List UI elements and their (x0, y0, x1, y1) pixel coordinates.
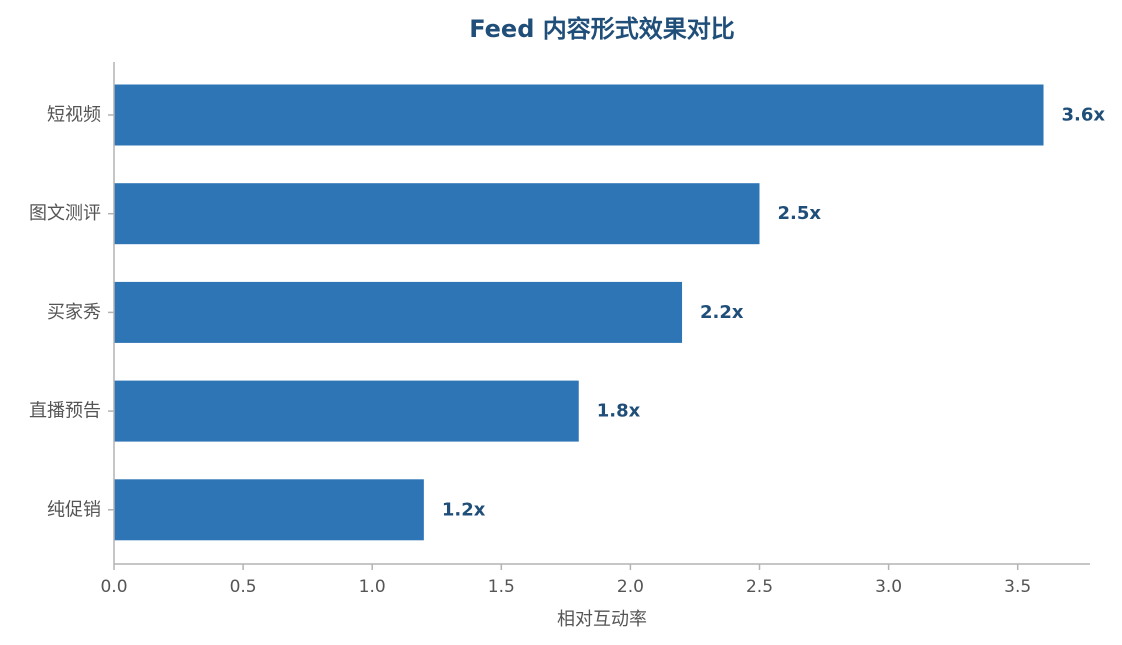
value-label: 1.8x (597, 401, 641, 422)
value-label: 1.2x (442, 499, 486, 520)
bar (114, 183, 760, 245)
category-label: 图文测评 (29, 203, 101, 224)
bars-group (114, 84, 1044, 541)
x-tick-label: 3.0 (875, 577, 902, 597)
x-tick-label: 1.5 (488, 577, 515, 597)
x-tick-label: 1.0 (359, 577, 386, 597)
x-axis-ticks: 0.0 0.5 1.0 1.5 2.0 2.5 3.0 3.5 (100, 564, 1031, 597)
category-label: 买家秀 (47, 302, 101, 323)
bar (114, 380, 579, 442)
value-label: 2.5x (778, 203, 822, 224)
category-label: 直播预告 (29, 401, 101, 422)
chart-title: Feed 内容形式效果对比 (469, 15, 735, 43)
x-tick-label: 2.0 (617, 577, 644, 597)
x-tick-label: 0.5 (230, 577, 257, 597)
value-label: 2.2x (700, 302, 744, 323)
bar (114, 84, 1044, 146)
category-label: 短视频 (47, 105, 101, 126)
value-labels: 3.6x 2.5x 2.2x 1.8x 1.2x (442, 105, 1106, 521)
x-axis-title: 相对互动率 (557, 609, 647, 630)
bar (114, 281, 683, 343)
x-tick-label: 2.5 (746, 577, 773, 597)
x-tick-label: 0.0 (100, 577, 127, 597)
category-label: 纯促销 (47, 499, 101, 520)
value-label: 3.6x (1062, 105, 1106, 126)
x-tick-label: 3.5 (1004, 577, 1031, 597)
bar (114, 479, 424, 541)
